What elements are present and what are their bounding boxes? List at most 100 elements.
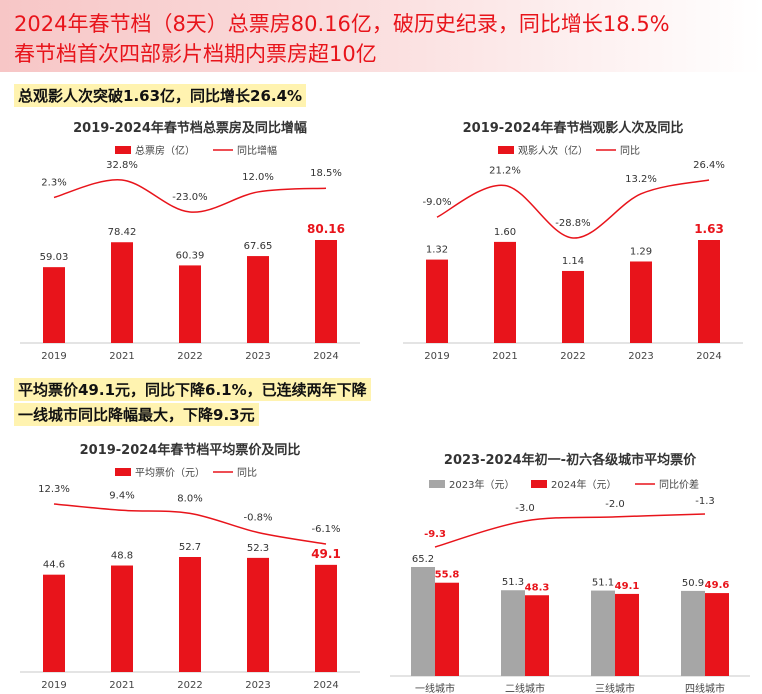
bar-2024	[525, 595, 549, 676]
line-value-label: 12.3%	[38, 484, 70, 495]
header-title: 2024年春节档（8天）总票房80.16亿，破历史纪录，同比增长18.5%	[14, 12, 670, 36]
bar-value-label-2024: 55.8	[435, 570, 460, 581]
line-value-label: -9.0%	[422, 197, 451, 208]
bar-2023	[501, 590, 525, 676]
bar	[43, 267, 65, 343]
legend-label-2023: 2023年（元）	[449, 478, 514, 491]
x-tick-label: 四线城市	[685, 682, 725, 694]
bar	[111, 242, 133, 343]
chart-title: 2019-2024年春节档总票房及同比增幅	[73, 120, 307, 136]
series-line	[436, 179, 710, 239]
legend-swatch-bar	[115, 468, 131, 476]
bar	[179, 557, 201, 672]
bar	[111, 565, 133, 672]
line-value-label: 2.3%	[41, 177, 66, 188]
x-tick-label: 2021	[492, 351, 517, 362]
x-tick-label: 一线城市	[415, 682, 455, 694]
bar-value-label-2024: 49.1	[615, 581, 640, 592]
series-line	[53, 503, 327, 545]
bar	[315, 564, 337, 672]
bar-value-label: 60.39	[176, 250, 205, 261]
bar	[698, 240, 720, 343]
bar-value-label-2023: 50.9	[682, 578, 704, 589]
legend-label-2024: 2024年（元）	[551, 478, 616, 491]
legend-label-line: 同比	[620, 145, 640, 157]
bar	[630, 261, 652, 343]
bar-2023	[411, 567, 435, 676]
bar	[562, 270, 584, 343]
x-tick-label: 2019	[41, 680, 66, 691]
line-value-label: -0.8%	[243, 512, 272, 523]
x-tick-label: 2022	[177, 680, 202, 691]
line-value-label: 8.0%	[177, 493, 202, 504]
legend-swatch-bar	[498, 146, 514, 154]
price-highlight-1: 平均票价49.1元，同比下降6.1%，已连续两年下降	[14, 378, 371, 401]
line-value-label: -9.3	[424, 529, 446, 540]
bar-value-label-2024: 48.3	[525, 582, 550, 593]
chart-title: 2019-2024年春节档观影人次及同比	[463, 120, 684, 136]
x-tick-label: 2024	[313, 351, 338, 362]
x-tick-label: 二线城市	[505, 682, 545, 694]
bar-2023	[591, 590, 615, 676]
line-value-label: -3.0	[515, 503, 535, 514]
bar-value-label: 49.1	[311, 547, 341, 561]
legend-label-line: 同比价差	[659, 478, 699, 491]
line-value-label: -6.1%	[311, 524, 340, 535]
bar-value-label: 48.8	[111, 551, 133, 562]
bar-value-label: 44.6	[43, 560, 65, 571]
price-highlight-2: 一线城市同比降幅最大，下降9.3元	[14, 403, 259, 426]
bar	[426, 259, 448, 343]
bar-value-label-2024: 49.6	[705, 580, 730, 591]
x-tick-label: 2023	[628, 351, 653, 362]
bar	[247, 557, 269, 672]
line-value-label: -2.0	[605, 499, 625, 510]
chart-city-price: 2023-2024年初一-初六各级城市平均票价 2023年（元） 2024年（元） 同…	[390, 452, 750, 694]
x-tick-label: 2022	[560, 351, 585, 362]
series-line	[434, 513, 706, 548]
x-tick-label: 2019	[424, 351, 449, 362]
chart-title: 2023-2024年初一-初六各级城市平均票价	[444, 452, 697, 468]
bar	[179, 265, 201, 343]
bar-value-label: 1.32	[426, 245, 448, 256]
bar-value-label-2023: 51.3	[502, 577, 524, 588]
bar	[315, 240, 337, 343]
legend-label-bar: 平均票价（元）	[135, 467, 205, 479]
legend-swatch-bar	[115, 146, 131, 154]
audience-highlight: 总观影人次突破1.63亿，同比增长26.4%	[14, 84, 307, 107]
legend-swatch-2024	[531, 480, 547, 488]
bar-2024	[435, 582, 459, 676]
header-subtitle: 春节档首次四部影片档期内票房超10亿	[14, 42, 377, 66]
bar-2023	[681, 590, 705, 676]
bar-value-label: 59.03	[40, 252, 69, 263]
x-tick-label: 三线城市	[595, 682, 635, 694]
legend-label-bar: 观影人次（亿）	[518, 144, 588, 157]
bar-value-label: 80.16	[307, 222, 345, 236]
series-line	[53, 179, 327, 213]
bar-value-label: 1.14	[562, 256, 584, 267]
line-value-label: 32.8%	[106, 160, 138, 171]
bar-value-label: 1.60	[494, 227, 516, 238]
bar	[247, 256, 269, 343]
bar-value-label: 78.42	[108, 227, 137, 238]
line-value-label: 18.5%	[310, 168, 342, 179]
bar-value-label: 1.63	[694, 222, 724, 236]
line-value-label: -28.8%	[555, 218, 590, 229]
x-tick-label: 2023	[245, 680, 270, 691]
line-value-label: 9.4%	[109, 490, 134, 501]
line-value-label: -23.0%	[172, 192, 207, 203]
bar-value-label: 1.29	[630, 246, 652, 257]
bar-value-label: 67.65	[244, 241, 273, 252]
line-value-label: 13.2%	[625, 174, 657, 185]
line-value-label: -1.3	[695, 496, 715, 507]
bar-value-label: 52.3	[247, 543, 269, 554]
bar-2024	[705, 593, 729, 676]
line-value-label: 21.2%	[489, 165, 521, 176]
x-tick-label: 2019	[41, 351, 66, 362]
x-tick-label: 2022	[177, 351, 202, 362]
bar-value-label-2023: 65.2	[412, 554, 434, 565]
bar-2024	[615, 593, 639, 676]
bar	[494, 241, 516, 343]
